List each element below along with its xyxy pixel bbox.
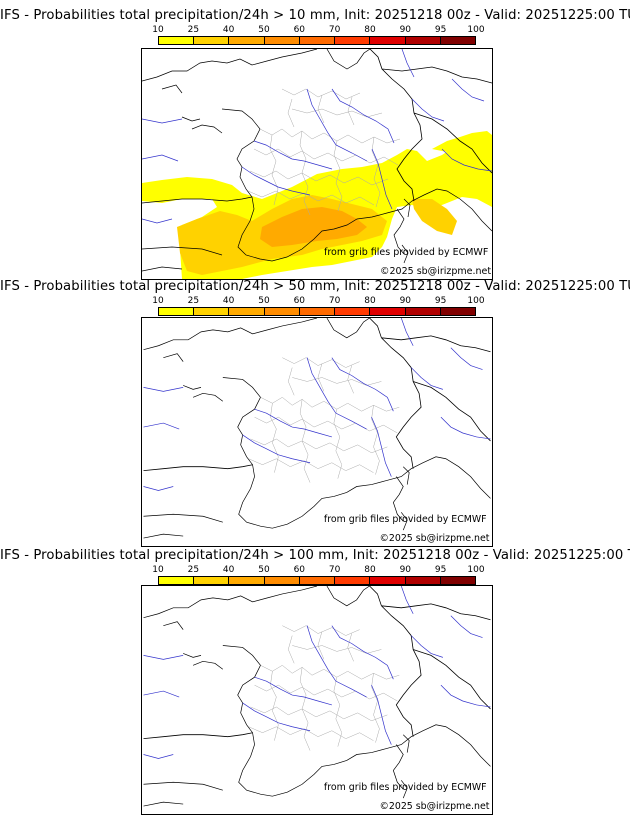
colorbar-segment <box>159 577 195 584</box>
colorbar-tick: 95 <box>434 565 447 575</box>
colorbar-tick-labels: 10 25 40 50 60 70 80 90 95 100 <box>152 25 484 35</box>
precip-area <box>412 199 457 235</box>
colorbar-tick: 90 <box>399 565 412 575</box>
colorbar-tick-labels: 10 25 40 50 60 70 80 90 95 100 <box>152 565 484 575</box>
colorbar-segment <box>335 577 371 584</box>
credit-copyright: ©2025 sb@irizpme.net <box>379 801 489 812</box>
colorbar-tick: 80 <box>364 565 376 575</box>
colorbar-segment <box>370 577 406 584</box>
colorbar-segment <box>335 37 371 44</box>
colorbar-segment <box>299 37 336 44</box>
credit-source: from grib files provided by ECMWF <box>324 247 488 258</box>
colorbar-segment <box>159 37 195 44</box>
colorbar-tick: 70 <box>328 565 341 575</box>
colorbar-tick: 25 <box>187 296 200 306</box>
colorbar-tick: 95 <box>434 296 447 306</box>
colorbar-segment <box>194 577 230 584</box>
rivers <box>143 318 491 491</box>
colorbar-tick: 100 <box>467 565 485 575</box>
colorbar-tick: 80 <box>364 296 376 306</box>
colorbar <box>158 307 476 316</box>
coastline <box>143 586 491 807</box>
colorbar-tick: 100 <box>467 25 485 35</box>
coastline <box>143 318 491 539</box>
colorbar-segment <box>264 308 300 315</box>
colorbar <box>158 576 476 585</box>
colorbar-tick: 25 <box>187 565 200 575</box>
map-frame: from grib files provided by ECMWF ©2025 … <box>141 585 493 815</box>
colorbar-tick: 90 <box>399 296 412 306</box>
colorbar-segment <box>405 308 441 315</box>
colorbar-tick: 60 <box>293 296 306 306</box>
panel-100mm: IFS - Probabilities total precipitation/… <box>0 548 630 818</box>
colorbar-tick: 50 <box>258 565 270 575</box>
colorbar-segment <box>405 577 441 584</box>
colorbar-segment <box>229 577 265 584</box>
precip-area <box>260 207 367 247</box>
colorbar-segment <box>229 308 265 315</box>
colorbar-tick: 50 <box>258 296 270 306</box>
rivers <box>142 49 492 224</box>
colorbar-segment <box>264 577 300 584</box>
admin-borders <box>248 357 400 483</box>
colorbar-tick: 40 <box>222 296 235 306</box>
colorbar-segment <box>264 37 300 44</box>
credit-copyright: ©2025 sb@irizpme.net <box>379 533 489 544</box>
chart-title: IFS - Probabilities total precipitation/… <box>0 279 630 294</box>
precip-map: from grib files provided by ECMWF ©2025 … <box>143 318 491 544</box>
colorbar-tick: 70 <box>328 25 341 35</box>
colorbar-tick: 25 <box>187 25 200 35</box>
country-border <box>143 318 491 472</box>
colorbar-tick: 60 <box>293 25 306 35</box>
colorbar-segment <box>370 37 406 44</box>
country-border <box>142 49 492 204</box>
colorbar-tick: 10 <box>152 25 164 35</box>
colorbar-segment <box>299 308 336 315</box>
country-border <box>143 586 491 740</box>
colorbar-segment <box>440 577 475 584</box>
colorbar-tick: 10 <box>152 296 164 306</box>
colorbar-segment <box>299 577 336 584</box>
credit-source: from grib files provided by ECMWF <box>324 514 487 525</box>
colorbar-tick: 90 <box>399 25 412 35</box>
colorbar-segment <box>194 308 230 315</box>
admin-borders <box>247 88 401 216</box>
colorbar-tick: 100 <box>467 296 485 306</box>
credit-source: from grib files provided by ECMWF <box>324 782 487 793</box>
colorbar-segment <box>440 37 475 44</box>
colorbar <box>158 36 476 45</box>
colorbar-segment <box>405 37 441 44</box>
precip-area-orange <box>260 207 367 247</box>
precip-map: from grib files provided by ECMWF ©2025 … <box>143 586 491 812</box>
map-frame: from grib files provided by ECMWF ©2025 … <box>141 317 493 547</box>
coastline <box>142 49 492 272</box>
colorbar-segment <box>194 37 230 44</box>
colorbar-tick: 10 <box>152 565 164 575</box>
map-frame: from grib files provided by ECMWF ©2025 … <box>141 48 493 280</box>
chart-title: IFS - Probabilities total precipitation/… <box>0 548 630 563</box>
admin-borders <box>248 625 400 751</box>
precip-map: from grib files provided by ECMWF ©2025 … <box>142 49 492 279</box>
colorbar-tick-labels: 10 25 40 50 60 70 80 90 95 100 <box>152 296 484 306</box>
chart-title: IFS - Probabilities total precipitation/… <box>0 8 630 23</box>
colorbar-segment <box>159 308 195 315</box>
colorbar-tick: 95 <box>434 25 447 35</box>
colorbar-segment <box>335 308 371 315</box>
credit-copyright: ©2025 sb@irizpme.net <box>380 266 491 277</box>
colorbar-tick: 60 <box>293 565 306 575</box>
colorbar-segment <box>229 37 265 44</box>
rivers <box>143 586 491 759</box>
colorbar-tick: 70 <box>328 296 341 306</box>
colorbar-segment <box>370 308 406 315</box>
colorbar-tick: 40 <box>222 25 235 35</box>
panel-50mm: IFS - Probabilities total precipitation/… <box>0 279 630 549</box>
panel-10mm: IFS - Probabilities total precipitation/… <box>0 8 630 280</box>
colorbar-tick: 40 <box>222 565 235 575</box>
colorbar-segment <box>440 308 475 315</box>
colorbar-tick: 50 <box>258 25 270 35</box>
colorbar-tick: 80 <box>364 25 376 35</box>
